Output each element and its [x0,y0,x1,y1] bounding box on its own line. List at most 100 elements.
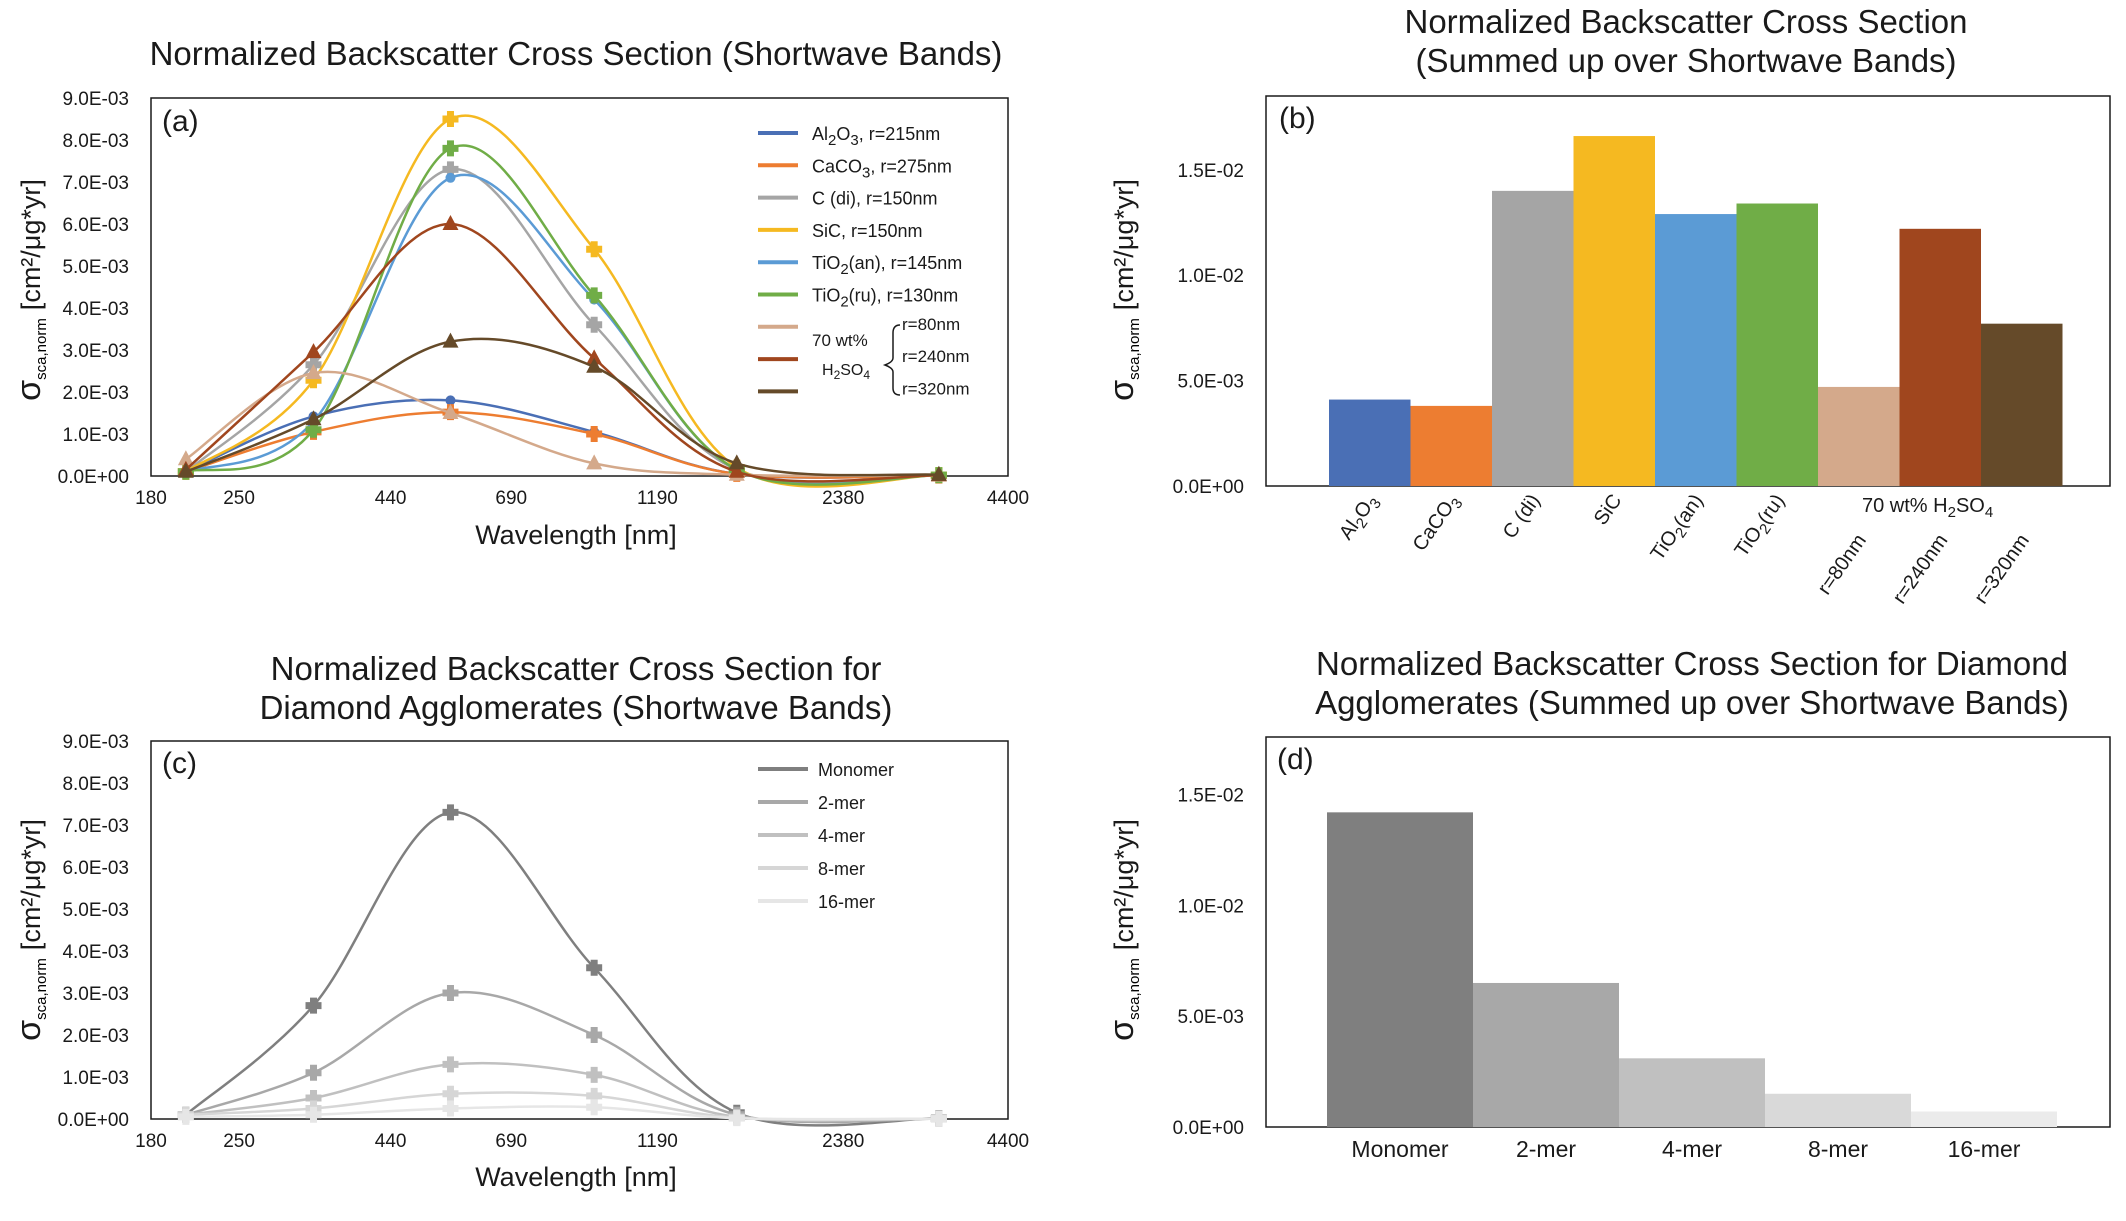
panel-c-y-tick: 0.0E+00 [58,1110,129,1131]
panel-c-data-point [305,1064,322,1081]
panel-b-bar [1736,203,1818,486]
panel-b: Normalized Backscatter Cross Section (Su… [1103,3,2111,608]
panel-c-data-point [305,997,322,1014]
panel-d-x-tick: 4-mer [1662,1136,1722,1162]
panel-c-y-tick: 6.0E-03 [62,858,129,879]
panel-c-legend-label: 4-mer [818,826,865,846]
panel-d-x-tick: 8-mer [1808,1136,1868,1162]
panel-a-legend-label: r=80nm [902,315,960,334]
panel-a-data-point [445,172,456,183]
panel-c-x-tick: 180 [135,1131,167,1152]
panel-c-x-tick: 690 [495,1131,527,1152]
panel-a-legend-label: CaCO3, r=275nm [812,156,952,181]
panel-a-y-tick: 7.0E-03 [62,173,129,194]
panel-b-ylabel-symbol: σ [1103,380,1141,401]
panel-c-data-point [442,804,459,821]
panel-c-data-point [586,1066,603,1083]
panel-a-data-point [305,421,322,438]
panel-c-title-line1: Normalized Backscatter Cross Section for [271,650,882,687]
panel-b-x-tick: SiC [1590,490,1627,529]
panel-a-legend-label: TiO2(an), r=145nm [812,253,962,278]
panel-a-data-point [586,426,603,442]
panel-c-data-point [728,1110,745,1127]
panel-c-y-tick: 8.0E-03 [62,774,129,795]
panel-a-y-tick: 9.0E-03 [62,89,129,110]
panel-c-data-point [586,959,603,976]
panel-d-bar [1327,812,1473,1127]
panel-a-legend-group-label: 70 wt% [812,331,868,350]
panel-a-data-point [177,450,194,466]
panel-c-title-line2: Diamond Agglomerates (Shortwave Bands) [260,689,893,726]
panel-c-legend-label: 2-mer [818,793,865,813]
panel-c-label: (c) [162,747,197,780]
panel-a-title: Normalized Backscatter Cross Section (Sh… [150,35,1003,72]
panel-a-legend-group-label2: H2SO4 [822,362,870,382]
panel-a-data-point [442,140,459,157]
panel-a-y-tick: 4.0E-03 [62,299,129,320]
panel-a-data-point [930,465,947,481]
panel-d-x-tick: 2-mer [1516,1136,1576,1162]
panel-a-legend: Al2O3, r=215nm CaCO3, r=275nm C (di), r=15… [758,124,970,398]
panel-c-x-tick: 1190 [637,1131,678,1152]
panel-b-ylabel-unit: [cm²/μg*yr] [1109,179,1139,310]
panel-d-x-tick: 16-mer [1948,1136,2021,1162]
panel-a-data-point [305,410,322,426]
panel-c-y-tick: 1.0E-03 [62,1068,129,1089]
panel-c-data-point [930,1110,947,1127]
panel-a-data-point [728,454,745,470]
panel-b-bar [1492,190,1574,486]
panel-b-group-label: 70 wt% H2SO4 [1862,495,1993,521]
panel-a-legend-label: Al2O3, r=215nm [812,124,940,149]
panel-a-legend-label: C (di), r=150nm [812,189,938,209]
panel-d-ylabel-unit: [cm²/μg*yr] [1109,819,1139,950]
panel-a-x-tick: 250 [223,488,255,509]
panel-c-x-tick: 4400 [987,1131,1029,1152]
panel-b-x-tick: r=240nm [1889,530,1953,608]
panel-a-data-point [586,241,603,258]
panel-a-data-point [445,395,456,406]
panel-a-y-tick: 8.0E-03 [62,131,129,152]
panel-b-x-tick: CaCO3 [1409,490,1467,557]
svg-text:σsca,norm[cm²/μg*yr]: σsca,norm [cm²/μg*yr] [10,819,50,1041]
panel-c-ylabel-unit: [cm²/μg*yr] [16,819,46,950]
panel-c-x-axis-label: Wavelength [nm] [475,1162,677,1192]
panel-a-y-tick: 3.0E-03 [62,341,129,362]
panel-a-data-point [586,357,603,373]
panel-c-y-tick: 9.0E-03 [62,732,129,753]
panel-a-x-tick: 2380 [822,488,864,509]
panel-c-x-tick: 2380 [822,1131,864,1152]
panel-b-bar [1329,399,1411,486]
panel-a-y-tick: 1.0E-03 [62,425,129,446]
panel-b-x-tick: TiO2(an) [1647,490,1712,567]
panel-b-y-tick: 1.0E-02 [1177,266,1244,287]
panel-c: Normalized Backscatter Cross Section for… [10,650,1029,1192]
panel-b-ylabel-sub: sca,norm [1126,318,1143,380]
panel-d-y-tick: 5.0E-03 [1177,1007,1244,1028]
panel-a-data-point [442,161,459,178]
panel-c-ylabel-symbol: σ [10,1020,48,1041]
panel-d-y-tick: 1.5E-02 [1177,786,1244,807]
panel-d-title-line2: Agglomerates (Summed up over Shortwave B… [1315,684,2069,721]
panel-a-data-point [177,462,194,478]
panel-c-data-point [586,1027,603,1043]
panel-a-legend-label: SiC, r=150nm [812,221,923,241]
panel-c-x-tick: 440 [375,1131,407,1152]
panel-a-ylabel-unit: [cm²/μg*yr] [16,179,46,310]
panel-c-y-tick: 7.0E-03 [62,816,129,837]
panel-b-bar [1899,228,1981,487]
panel-b-title-line1: Normalized Backscatter Cross Section [1404,3,1967,40]
panel-a-data-point [305,343,322,359]
panel-a-legend-brace [882,324,901,396]
panel-c-y-tick: 4.0E-03 [62,942,129,963]
panel-a-series-line-7 [185,222,939,483]
panel-b-bar [1818,386,1900,486]
svg-text:σsca,norm[cm²/μg*yr]: σsca,norm [cm²/μg*yr] [1103,819,1143,1041]
panel-b-y-tick: 5.0E-03 [1177,372,1244,393]
panel-a-x-axis-label: Wavelength [nm] [475,520,677,550]
panel-a-y-tick: 0.0E+00 [58,467,129,488]
panel-c-y-axis-label: σsca,norm [cm²/μg*yr] [10,819,50,1041]
panel-b-x-tick: TiO2(ru) [1731,490,1793,563]
panel-c-y-tick: 2.0E-03 [62,1026,129,1047]
panel-a-y-axis-label: σsca,norm [cm²/μg*yr] [10,179,50,401]
